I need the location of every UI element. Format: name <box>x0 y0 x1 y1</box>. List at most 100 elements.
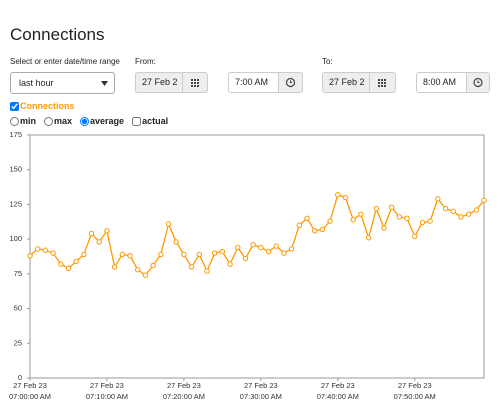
data-point <box>327 218 333 224</box>
chart: 0 25 50 75 100 125 150 175 27 Feb 23 07:00:00 AM 2… <box>9 130 487 401</box>
data-point <box>181 251 187 258</box>
x-tick-label: 07:10:00 AM <box>86 392 128 401</box>
range-select[interactable]: last hour <box>10 72 115 94</box>
to-clock-button[interactable] <box>466 72 490 93</box>
data-point <box>458 214 464 220</box>
x-tick-label: 27 Feb 23 <box>321 381 355 390</box>
y-tick-label: 25 <box>14 338 22 347</box>
data-point <box>465 211 472 217</box>
y-tick-label: 150 <box>9 165 22 174</box>
data-point <box>42 247 49 253</box>
from-date: 27 Feb 2 <box>142 77 178 87</box>
option-label: max <box>54 116 73 126</box>
aggregation-option[interactable]: actual <box>132 116 168 126</box>
aggregation-option[interactable]: min <box>10 116 36 126</box>
data-point <box>204 268 210 274</box>
from-time: 7:00 AM <box>235 77 269 87</box>
x-tick-label: 07:00:00 AM <box>9 392 51 401</box>
page-title: Connections <box>10 25 105 44</box>
data-point <box>435 196 441 202</box>
to-date-input[interactable]: 27 Feb 2 <box>322 72 370 93</box>
to-time-input[interactable]: 8:00 AM <box>416 72 467 93</box>
from-label: From: <box>135 57 156 66</box>
data-point <box>250 241 256 248</box>
data-point <box>104 228 110 234</box>
from-time-input[interactable]: 7:00 AM <box>228 72 279 93</box>
data-point <box>81 251 87 258</box>
data-point <box>196 251 202 258</box>
radio[interactable] <box>10 116 19 126</box>
aggregation-option[interactable]: max <box>44 116 72 126</box>
calendar-icon <box>378 79 386 87</box>
data-point <box>388 204 395 210</box>
data-point <box>396 214 403 220</box>
from-clock-button[interactable] <box>278 72 303 93</box>
series-name: Connections <box>20 101 75 111</box>
data-point <box>119 251 126 258</box>
data-point <box>312 228 318 234</box>
data-point <box>27 253 33 259</box>
option-label: actual <box>142 116 169 126</box>
clock-icon <box>285 77 296 88</box>
data-point <box>65 265 72 272</box>
data-point <box>242 255 249 262</box>
data-point <box>219 248 226 255</box>
data-point <box>265 248 272 255</box>
calendar-icon <box>191 79 199 87</box>
data-point <box>111 264 118 270</box>
data-point <box>365 235 372 241</box>
y-tick-label: 50 <box>14 304 22 313</box>
to-label: To: <box>322 57 333 66</box>
data-point <box>281 250 287 256</box>
data-point <box>150 262 156 269</box>
data-point <box>273 243 279 249</box>
y-tick-label: 100 <box>9 234 22 243</box>
data-point <box>419 219 426 226</box>
y-tick-label: 175 <box>9 130 22 139</box>
data-point <box>158 251 164 258</box>
radio[interactable] <box>80 116 90 126</box>
data-point <box>50 250 56 256</box>
y-tick-label: 0 <box>18 373 22 382</box>
data-point <box>142 272 149 278</box>
data-point <box>211 250 218 256</box>
from-date-input[interactable]: 27 Feb 2 <box>135 72 183 93</box>
y-tick-label: 125 <box>9 199 22 208</box>
data-point <box>450 208 456 215</box>
series-toggle[interactable]: Connections <box>10 101 75 111</box>
data-point <box>350 217 356 223</box>
y-tick-label: 75 <box>14 269 22 278</box>
radio[interactable] <box>44 116 54 126</box>
x-tick-label: 27 Feb 23 <box>90 381 124 390</box>
x-tick-label: 07:40:00 AM <box>317 392 359 401</box>
data-point <box>381 225 387 231</box>
range-value: last hour <box>19 78 54 88</box>
checkbox[interactable] <box>132 116 142 126</box>
data-point <box>135 266 141 273</box>
dropdown-arrow <box>101 81 108 86</box>
to-time: 8:00 AM <box>423 77 457 87</box>
data-point <box>235 244 241 251</box>
to-calendar-button[interactable] <box>369 72 396 93</box>
data-point <box>34 246 41 252</box>
series-checkbox[interactable] <box>10 101 19 111</box>
plot-area <box>29 134 485 379</box>
data-point <box>304 215 310 222</box>
to-date: 27 Feb 2 <box>329 77 365 87</box>
data-point <box>188 264 195 270</box>
data-point <box>58 261 64 267</box>
range-label: Select or enter date/time range <box>10 57 120 66</box>
from-calendar-button[interactable] <box>182 72 208 93</box>
data-point <box>473 207 480 213</box>
data-point <box>173 239 179 245</box>
aggregation-option[interactable]: average <box>80 116 124 126</box>
x-tick-label: 07:20:00 AM <box>163 392 205 401</box>
data-point <box>258 244 264 251</box>
data-point <box>319 226 326 233</box>
data-point <box>227 261 233 267</box>
data-point <box>73 258 79 265</box>
data-point <box>358 211 364 217</box>
option-label: min <box>20 116 37 126</box>
aggregation-options: min max average actual <box>10 116 168 126</box>
